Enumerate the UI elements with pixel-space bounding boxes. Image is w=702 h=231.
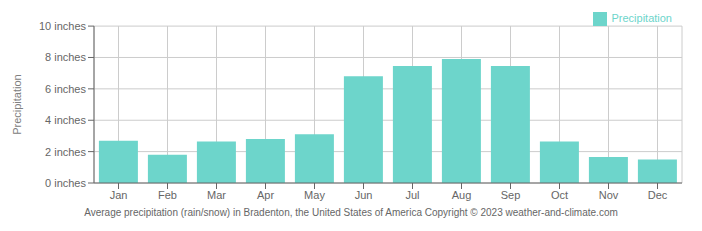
svg-text:Jan: Jan xyxy=(110,189,128,201)
svg-text:Precipitation: Precipitation xyxy=(11,74,23,135)
svg-text:Feb: Feb xyxy=(158,189,177,201)
svg-text:8 inches: 8 inches xyxy=(45,51,86,63)
svg-text:4 inches: 4 inches xyxy=(45,114,86,126)
svg-text:May: May xyxy=(304,189,325,201)
svg-text:Nov: Nov xyxy=(599,189,619,201)
svg-text:Sep: Sep xyxy=(501,189,521,201)
html-text:Average precipitation (rain/sn: Average precipitation (rain/snow) in Bra… xyxy=(84,207,618,218)
svg-text:Apr: Apr xyxy=(257,189,274,201)
svg-text:0 inches: 0 inches xyxy=(45,177,86,189)
svg-text:2 inches: 2 inches xyxy=(45,146,86,158)
svg-text:Aug: Aug xyxy=(452,189,472,201)
svg-text:Jul: Jul xyxy=(405,189,419,201)
svg-text:Oct: Oct xyxy=(551,189,568,201)
svg-text:Mar: Mar xyxy=(207,189,226,201)
svg-text:Jun: Jun xyxy=(355,189,373,201)
svg-text:Dec: Dec xyxy=(648,189,668,201)
html-text:Precipitation: Precipitation xyxy=(611,12,672,24)
svg-text:6 inches: 6 inches xyxy=(45,83,86,95)
svg-text:10 inches: 10 inches xyxy=(39,20,87,32)
